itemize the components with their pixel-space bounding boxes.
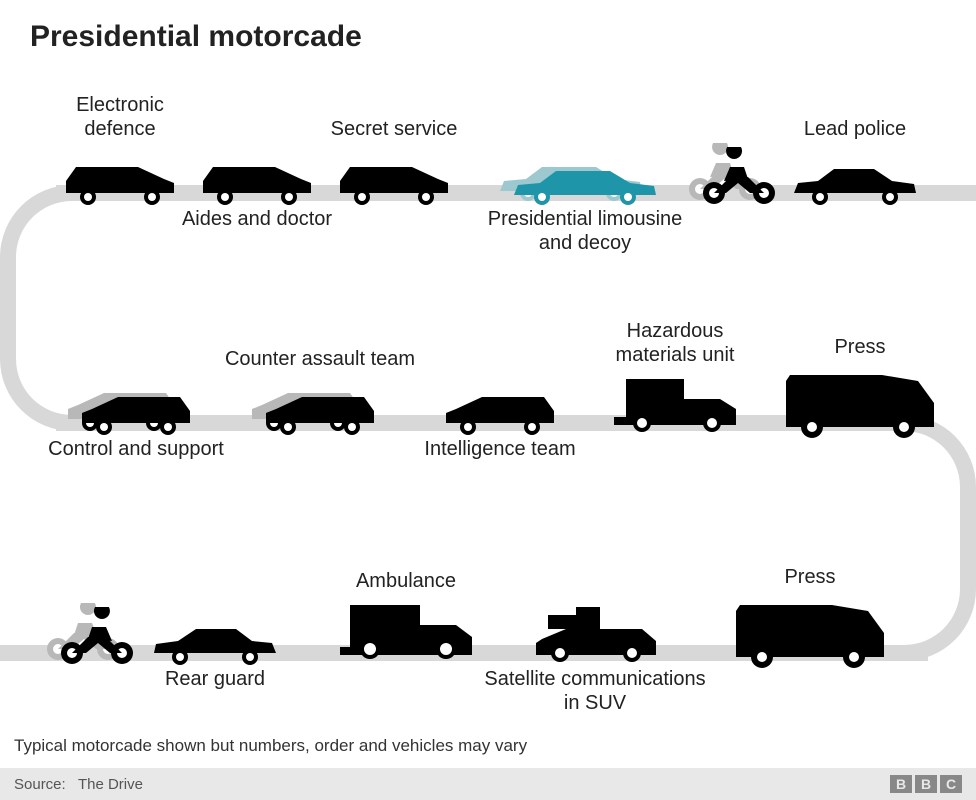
vehicle-motorbike	[694, 147, 784, 207]
vehicle-van	[780, 365, 940, 443]
vehicle-suv	[260, 377, 380, 437]
vehicle-suv	[334, 147, 454, 207]
vehicle-suv	[197, 147, 317, 207]
vehicle-label: Press	[784, 565, 835, 589]
bbc-block-3: C	[940, 775, 962, 793]
vehicle-sat_suv	[530, 603, 660, 669]
vehicle-label: Counter assault team	[225, 347, 415, 371]
bbc-block-1: B	[890, 775, 912, 793]
vehicle-label: Rear guard	[165, 667, 265, 691]
vehicle-limo	[510, 151, 660, 207]
caption-note: Typical motorcade shown but numbers, ord…	[14, 736, 527, 756]
vehicle-suv	[440, 377, 560, 437]
vehicle-label: Secret service	[331, 117, 458, 141]
vehicle-sedan	[790, 147, 920, 207]
vehicle-label: Electronicdefence	[76, 93, 164, 141]
vehicle-label: Control and support	[48, 437, 224, 461]
vehicle-label: Satellite communicationsin SUV	[484, 667, 705, 715]
vehicle-suv	[60, 147, 180, 207]
vehicle-label: Presidential limousineand decoy	[488, 207, 683, 255]
vehicle-label: Intelligence team	[424, 437, 575, 461]
source-name: The Drive	[78, 776, 143, 793]
page-title: Presidential motorcade	[0, 0, 976, 54]
footer: Source: The Drive B B C	[0, 768, 976, 800]
vehicle-label: Ambulance	[356, 569, 456, 593]
vehicle-boxtruck	[610, 373, 740, 439]
vehicle-suv	[76, 377, 196, 437]
source-label: Source:	[14, 776, 66, 793]
source-line: Source: The Drive	[14, 776, 143, 793]
vehicle-van	[730, 595, 890, 673]
vehicle-label: Hazardousmaterials unit	[616, 319, 735, 367]
vehicle-ambulance	[336, 599, 476, 669]
diagram-stage: Electronicdefence Aides and doctor Secre…	[0, 55, 976, 725]
vehicle-label: Aides and doctor	[182, 207, 332, 231]
vehicle-label: Press	[834, 335, 885, 359]
road-curve-right	[904, 415, 976, 661]
vehicle-sedan	[150, 607, 280, 667]
bbc-block-2: B	[915, 775, 937, 793]
vehicle-motorbike	[52, 607, 142, 667]
vehicle-label: Lead police	[804, 117, 906, 141]
bbc-logo: B B C	[890, 775, 962, 793]
